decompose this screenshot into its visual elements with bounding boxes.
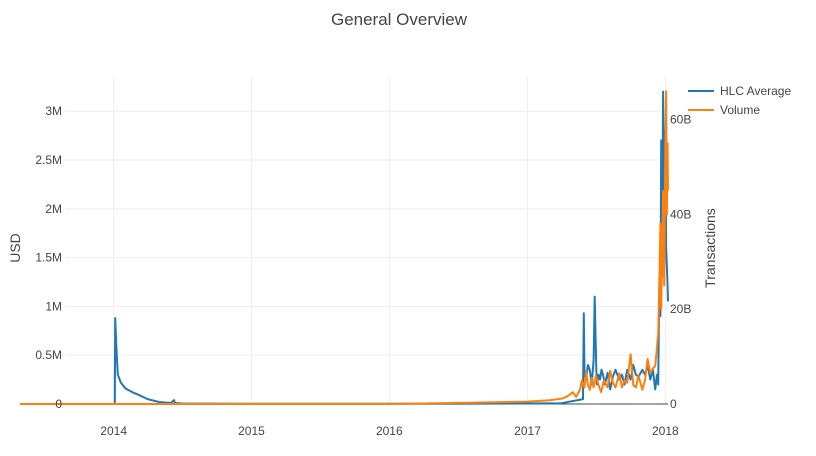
legend-label-hlc: HLC Average: [720, 84, 791, 98]
series-line-hlc-average: [20, 90, 669, 405]
x-tick-label: 2014: [100, 424, 127, 438]
y-tick-label: 1M: [45, 299, 62, 313]
y-axis-right: 0 20B 40B 60B: [670, 113, 691, 411]
y2-axis-title: Transactions: [702, 208, 718, 288]
y-tick-label: 2.5M: [35, 153, 62, 167]
y2-tick-label: 60B: [670, 113, 691, 127]
x-tick-label: 2017: [514, 424, 541, 438]
y2-tick-label: 40B: [670, 207, 691, 221]
x-axis: 2014 2015 2016 2017 2018: [100, 424, 679, 438]
legend-item-hlc[interactable]: HLC Average: [688, 84, 791, 98]
legend[interactable]: HLC Average Volume: [688, 84, 791, 117]
chart-title: General Overview: [331, 10, 468, 29]
series-line-volume: [20, 90, 669, 405]
y-tick-label: 1.5M: [35, 251, 62, 265]
y-axis-title: USD: [7, 233, 23, 263]
y2-tick-label: 0: [670, 397, 677, 411]
y-axis-left: 0 0.5M 1M 1.5M 2M 2.5M 3M: [35, 104, 62, 411]
x-tick-label: 2016: [376, 424, 403, 438]
y-tick-label: 0: [55, 397, 62, 411]
x-tick-label: 2015: [238, 424, 265, 438]
series-lines: [20, 90, 669, 405]
y2-tick-label: 20B: [670, 302, 691, 316]
x-tick-label: 2018: [652, 424, 679, 438]
legend-label-volume: Volume: [720, 103, 760, 117]
legend-item-volume[interactable]: Volume: [688, 103, 760, 117]
y-tick-label: 2M: [45, 202, 62, 216]
y-tick-label: 3M: [45, 104, 62, 118]
y-tick-label: 0.5M: [35, 348, 62, 362]
